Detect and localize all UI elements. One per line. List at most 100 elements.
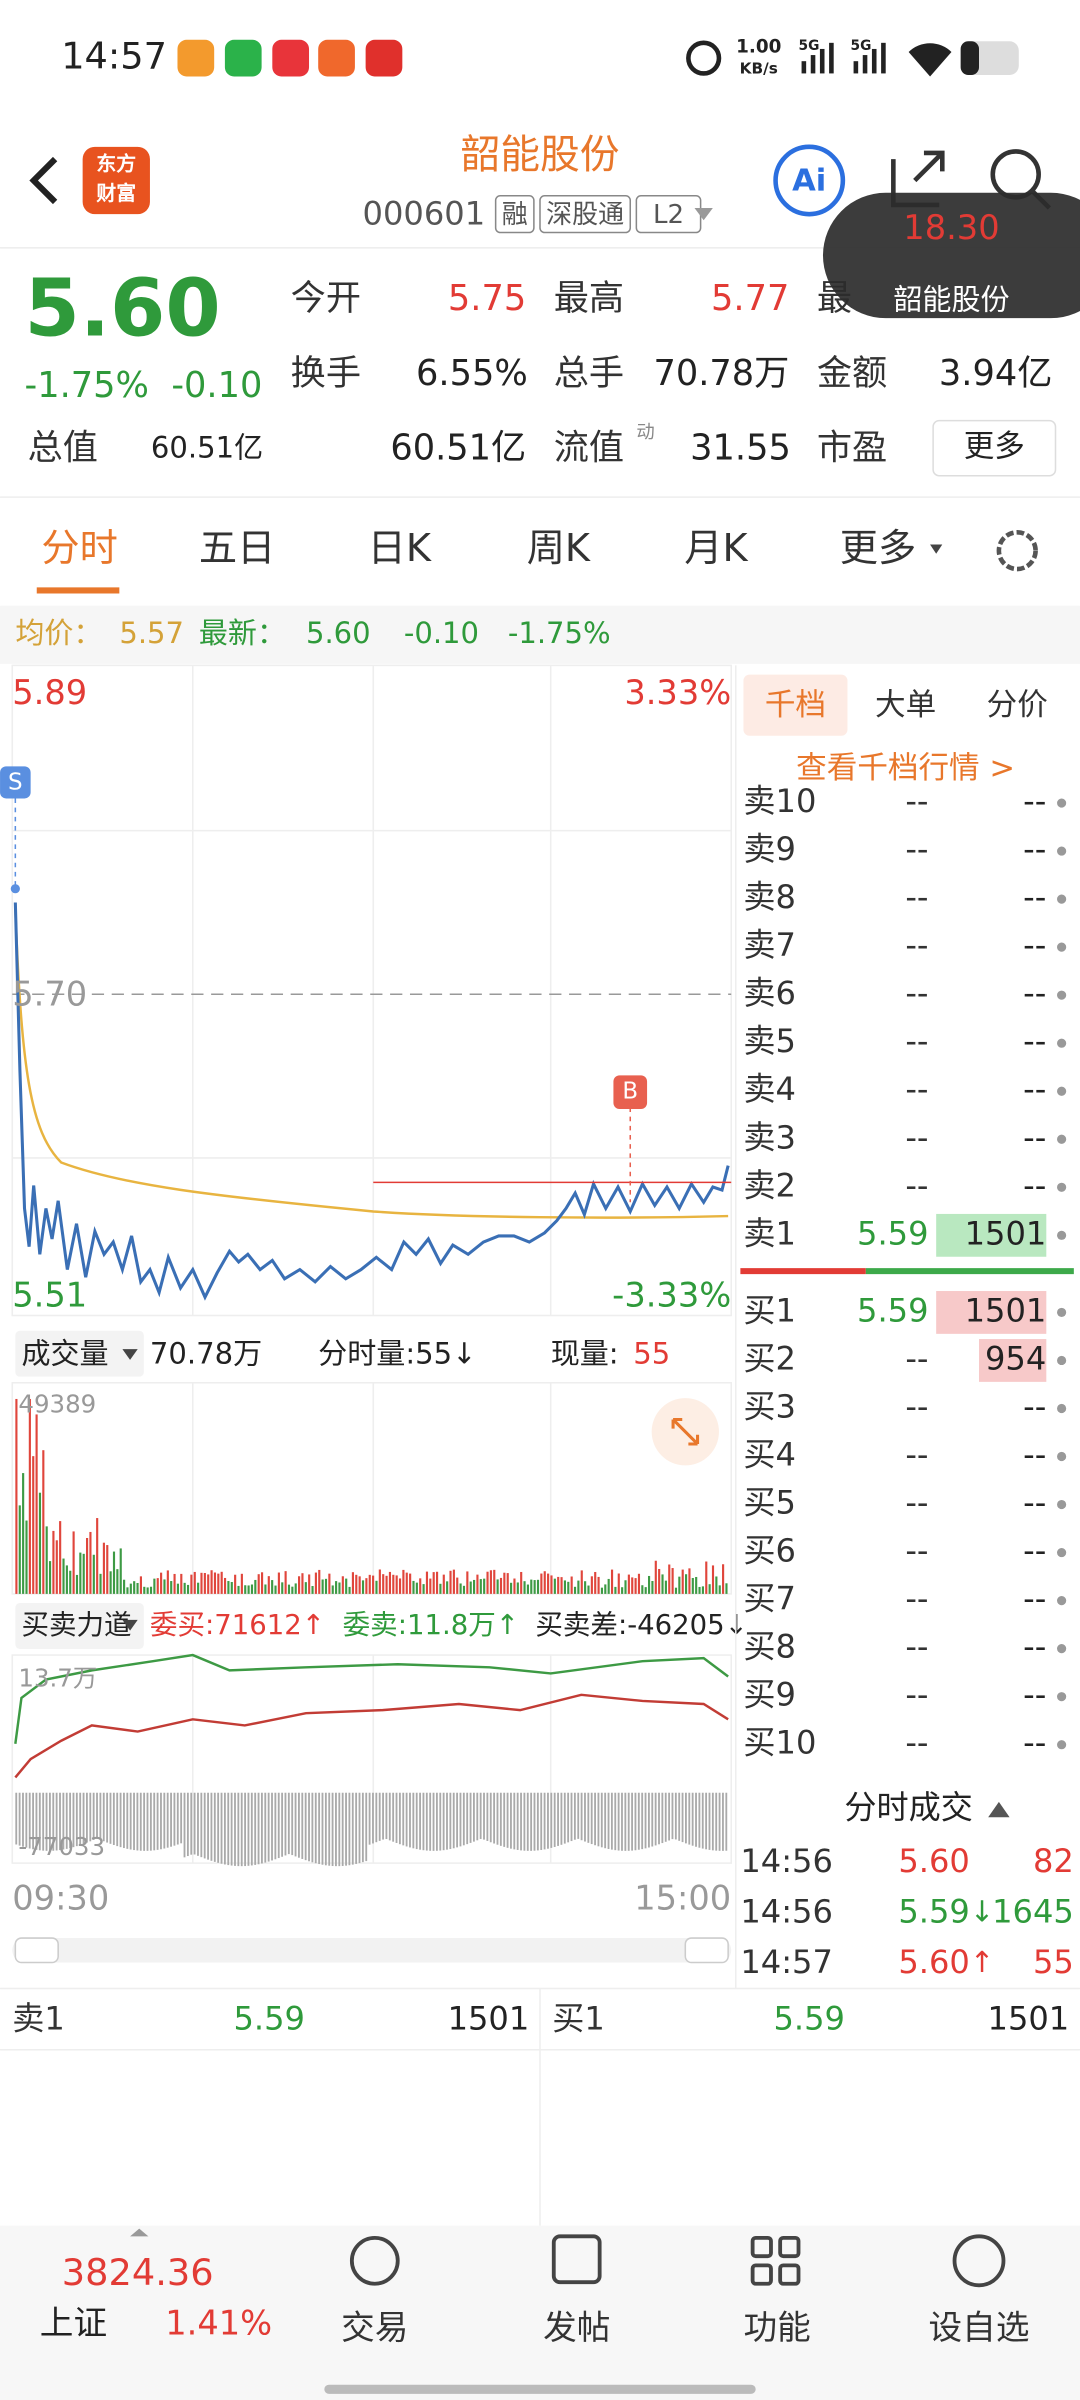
ai-button[interactable] [773, 144, 846, 217]
floating-window[interactable] [823, 192, 1080, 319]
diff-bar [160, 1792, 162, 1850]
diff-bar [698, 1792, 701, 1848]
scroll-bar[interactable] [12, 1938, 732, 1963]
volume-bar [698, 1586, 701, 1594]
book-price: -- [905, 878, 928, 916]
volume-bar [614, 1586, 617, 1594]
volume-bar [294, 1583, 297, 1594]
volume-bar [631, 1577, 634, 1594]
book-dot [1057, 1403, 1067, 1414]
volume-bar [166, 1570, 169, 1594]
diff-bar [466, 1792, 469, 1845]
power-selector[interactable] [15, 1603, 144, 1649]
volume-bar [274, 1585, 277, 1594]
diff-bar [324, 1792, 327, 1866]
stock-code: 000601 [363, 195, 486, 233]
diff-bar [392, 1792, 395, 1842]
volume-bars [15, 1398, 728, 1594]
tab[interactable]: 五日 [199, 527, 275, 571]
tab[interactable]: 分时 [41, 527, 117, 571]
nav-item[interactable]: 交易 [341, 2308, 408, 2347]
volume-bar [409, 1573, 412, 1594]
volume-bar [563, 1580, 567, 1594]
volume-bar [718, 1585, 721, 1594]
diff-bar [79, 1792, 82, 1846]
diff-bar [573, 1792, 576, 1840]
diff-bar [210, 1792, 213, 1861]
volume-bar [624, 1580, 627, 1594]
volume-bar [462, 1585, 466, 1594]
price: 5.60 [25, 262, 221, 355]
volume-bar [271, 1580, 274, 1594]
battery-level [960, 41, 980, 75]
volume-selector[interactable] [15, 1330, 144, 1377]
diff-bar [183, 1792, 186, 1858]
diff-bar [510, 1792, 512, 1849]
trade-volume: 1645 [992, 1893, 1074, 1931]
tab[interactable]: 周K [527, 527, 591, 571]
tag: 融 [502, 200, 528, 230]
tab[interactable]: 更多 [840, 527, 916, 571]
diff-bar [395, 1792, 398, 1843]
nav-item[interactable]: 发帖 [543, 2308, 610, 2347]
diff-bar [449, 1792, 452, 1850]
diff-bar [442, 1792, 445, 1851]
tab[interactable]: 日K [368, 527, 432, 571]
diff-bar [227, 1792, 230, 1866]
diff-bar [186, 1792, 189, 1857]
volume-bar [197, 1582, 200, 1594]
volume-bar [506, 1573, 509, 1594]
diff-bar [35, 1792, 38, 1850]
trade-arrow: ↑ [970, 1945, 994, 1979]
volume-bar [79, 1552, 82, 1594]
diff-bar [133, 1792, 135, 1851]
book-volume: -- [1023, 830, 1046, 868]
nav-item[interactable]: 设自选 [929, 2308, 1030, 2347]
power-min: -77033 [18, 1832, 105, 1861]
float-name: 韶能股份 [893, 282, 1009, 316]
volume-bar [203, 1573, 206, 1594]
dropdown[interactable] [694, 208, 713, 221]
price-high: 5.89 [12, 673, 87, 712]
volume-bar [281, 1582, 284, 1594]
diff-bar [331, 1792, 334, 1867]
volume-bar [543, 1571, 546, 1594]
back-button[interactable] [29, 156, 58, 205]
diff-bar [708, 1792, 711, 1850]
signal-icons [801, 42, 886, 74]
diff-bar [557, 1792, 559, 1846]
diff-bar [358, 1792, 361, 1864]
diff-bar [533, 1792, 536, 1851]
more-button[interactable] [932, 419, 1057, 477]
buy-marker [613, 1075, 648, 1109]
volume-bar [600, 1587, 604, 1594]
nav-item[interactable]: 功能 [743, 2308, 810, 2347]
volume-bar [705, 1561, 708, 1594]
diff-bar [543, 1792, 546, 1850]
book-volume: -- [1023, 1022, 1046, 1060]
diff-bar [600, 1792, 603, 1848]
diff-bar [388, 1792, 391, 1841]
book-tab[interactable]: 大单 [875, 688, 936, 723]
volume-max: 49389 [18, 1390, 96, 1419]
diff-bar [614, 1792, 617, 1851]
volume-bar [435, 1571, 439, 1594]
tab[interactable]: 月K [684, 527, 748, 571]
change-pct: -1.75% [25, 365, 149, 406]
volume-bar [112, 1551, 116, 1594]
diff-bar [348, 1792, 351, 1866]
volume-bar [398, 1578, 402, 1594]
diff-bar [284, 1792, 287, 1856]
book-link[interactable]: 查看千档行情 > [796, 751, 1015, 786]
book-tab[interactable]: 分价 [987, 688, 1048, 723]
volume-bar [476, 1574, 479, 1594]
diff-bar [621, 1792, 623, 1851]
book-tab-active[interactable] [743, 674, 848, 736]
book-tab[interactable]: 千档 [765, 688, 826, 723]
settings-button[interactable] [996, 530, 1038, 572]
diff-bar [452, 1792, 455, 1849]
index-value[interactable]: 3824.36 [62, 2251, 214, 2294]
volume-bar [701, 1586, 704, 1594]
diff-bar [590, 1792, 593, 1845]
trade-volume: 82 [1033, 1842, 1074, 1880]
